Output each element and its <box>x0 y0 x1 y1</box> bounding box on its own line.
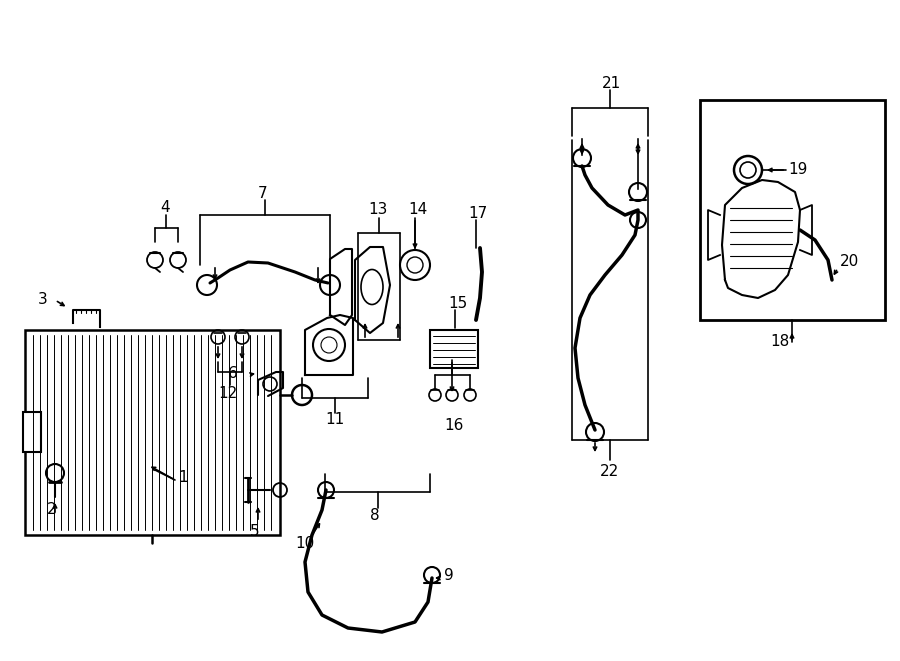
Text: 7: 7 <box>258 186 267 202</box>
Text: 14: 14 <box>408 202 427 217</box>
Bar <box>23 412 41 452</box>
Text: 13: 13 <box>368 202 387 217</box>
Text: 16: 16 <box>444 418 464 432</box>
Text: 4: 4 <box>160 200 169 215</box>
Text: 21: 21 <box>602 75 621 91</box>
Text: 3: 3 <box>38 292 48 307</box>
Text: 8: 8 <box>370 508 380 522</box>
Text: 2: 2 <box>47 502 57 518</box>
Text: 6: 6 <box>228 366 238 381</box>
Text: 22: 22 <box>600 465 619 479</box>
Bar <box>430 330 478 368</box>
Ellipse shape <box>361 270 383 305</box>
Text: 12: 12 <box>218 387 238 401</box>
Text: 10: 10 <box>295 535 314 551</box>
Text: 15: 15 <box>448 295 467 311</box>
Text: 20: 20 <box>840 254 860 270</box>
Text: 17: 17 <box>468 206 487 221</box>
Bar <box>700 100 885 320</box>
Text: 5: 5 <box>250 524 259 539</box>
Text: 18: 18 <box>770 334 789 350</box>
Text: 1: 1 <box>178 471 187 485</box>
Text: 11: 11 <box>325 412 344 428</box>
Bar <box>25 330 280 535</box>
Text: 19: 19 <box>788 163 807 178</box>
Text: 9: 9 <box>444 568 454 582</box>
